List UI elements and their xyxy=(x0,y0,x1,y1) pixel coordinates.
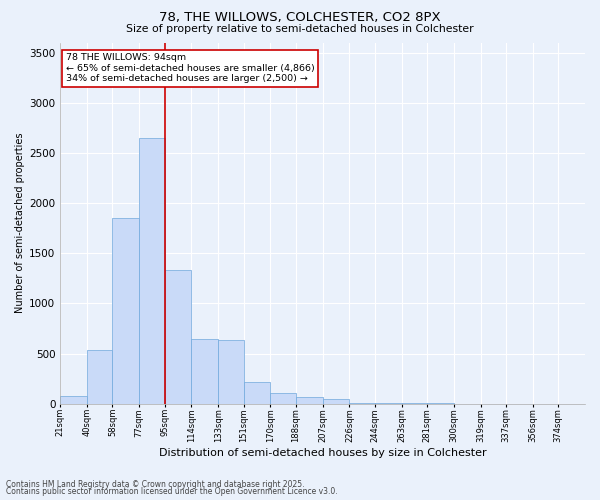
Bar xyxy=(60,396,87,404)
Text: Contains HM Land Registry data © Crown copyright and database right 2025.: Contains HM Land Registry data © Crown c… xyxy=(6,480,305,489)
Bar xyxy=(349,403,375,404)
X-axis label: Distribution of semi-detached houses by size in Colchester: Distribution of semi-detached houses by … xyxy=(159,448,487,458)
Bar xyxy=(296,397,323,404)
Bar xyxy=(218,340,244,404)
Text: Size of property relative to semi-detached houses in Colchester: Size of property relative to semi-detach… xyxy=(126,24,474,34)
Bar xyxy=(139,138,164,404)
Bar xyxy=(191,338,218,404)
Bar xyxy=(244,382,271,404)
Text: Contains public sector information licensed under the Open Government Licence v3: Contains public sector information licen… xyxy=(6,488,338,496)
Bar xyxy=(323,399,349,404)
Text: 78, THE WILLOWS, COLCHESTER, CO2 8PX: 78, THE WILLOWS, COLCHESTER, CO2 8PX xyxy=(159,11,441,24)
Bar xyxy=(87,350,112,404)
Y-axis label: Number of semi-detached properties: Number of semi-detached properties xyxy=(15,133,25,314)
Bar xyxy=(164,270,191,404)
Bar xyxy=(271,392,296,404)
Bar xyxy=(112,218,139,404)
Text: 78 THE WILLOWS: 94sqm
← 65% of semi-detached houses are smaller (4,866)
34% of s: 78 THE WILLOWS: 94sqm ← 65% of semi-deta… xyxy=(65,54,314,83)
